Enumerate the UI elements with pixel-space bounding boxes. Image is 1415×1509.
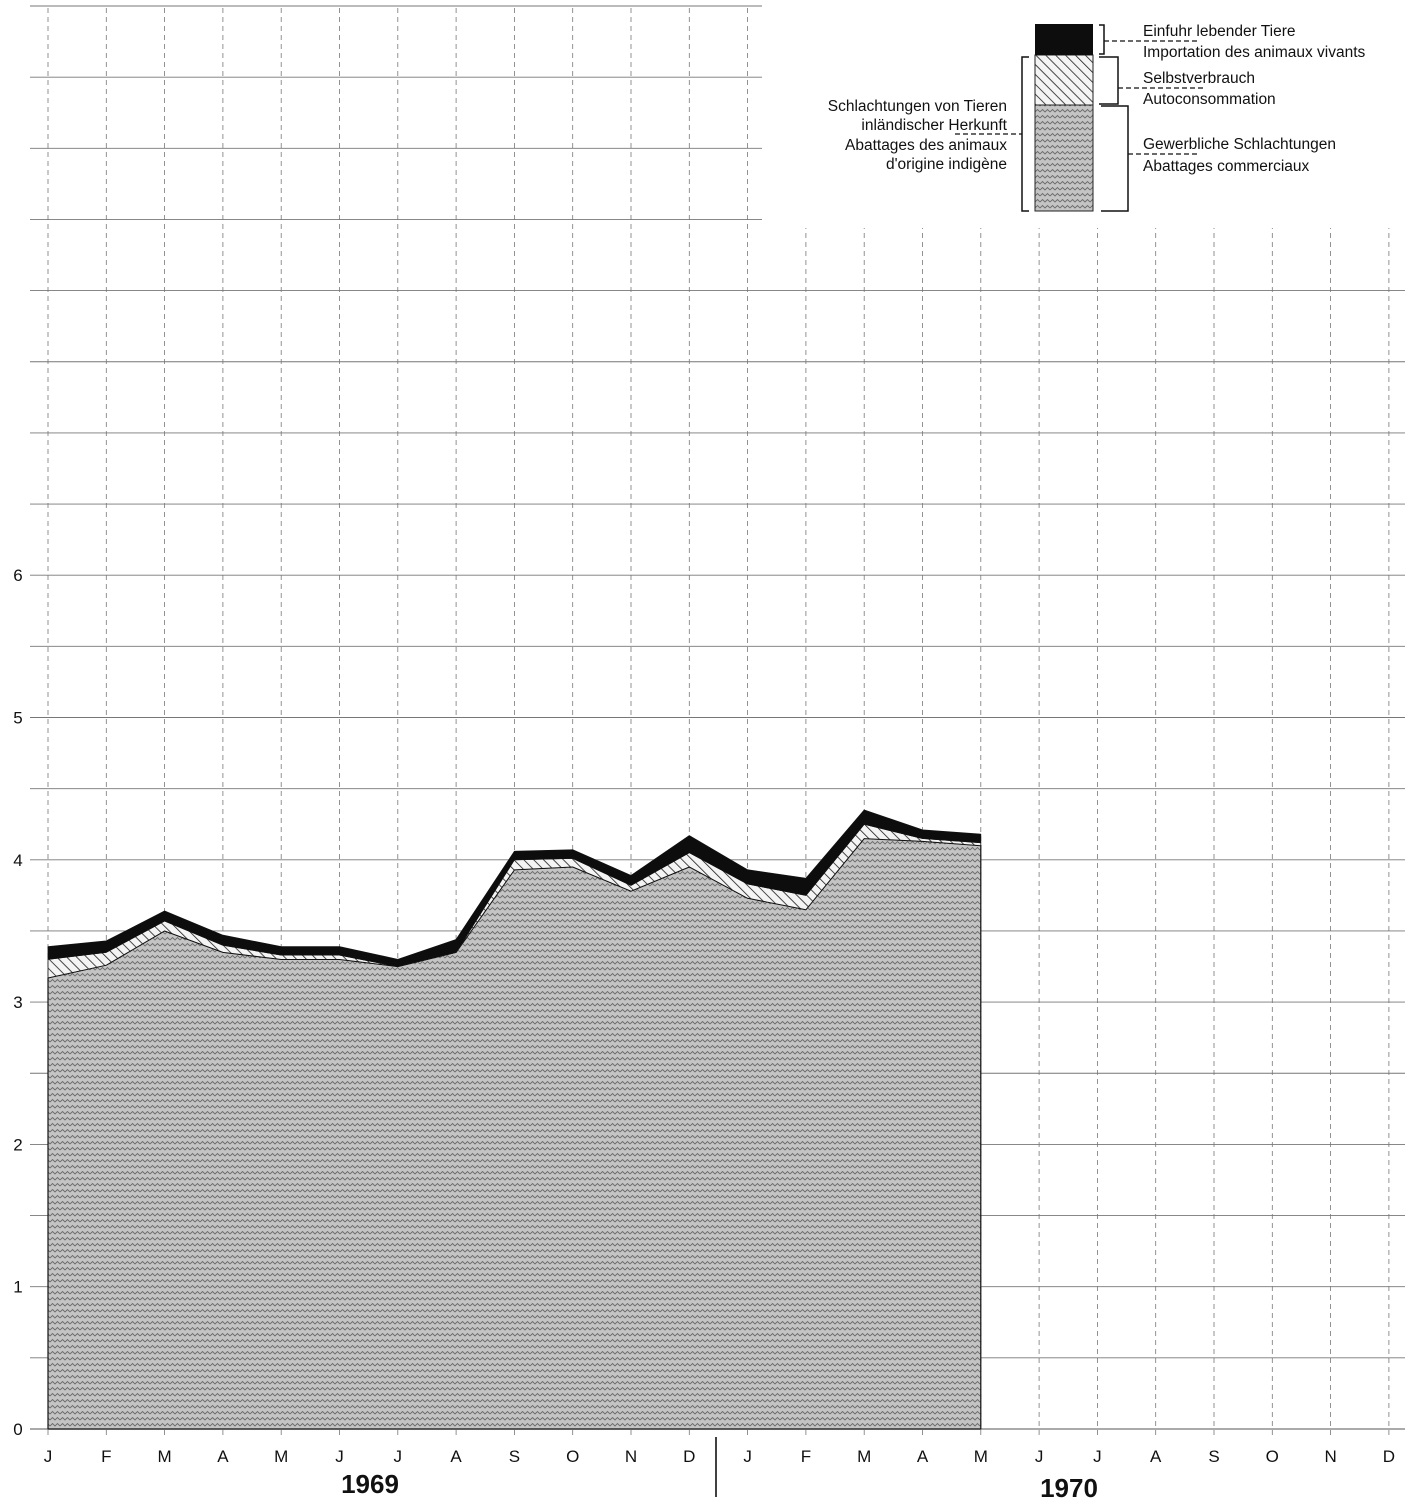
year-label-1970: 1970 <box>1040 1473 1098 1503</box>
x-tick-label: J <box>44 1447 53 1466</box>
legend-label-domestic-de-1: Schlachtungen von Tieren <box>828 98 1007 115</box>
legend: Einfuhr lebender Tiere Importation des a… <box>762 0 1415 228</box>
x-tick-label: S <box>1208 1447 1219 1466</box>
legend-swatch-self-consumption <box>1034 54 1094 106</box>
legend-label-commercial-fr: Abattages commerciaux <box>1143 158 1310 175</box>
legend-label-domestic-fr-1: Abattages des animaux <box>845 137 1007 154</box>
x-tick-label: J <box>394 1447 403 1466</box>
legend-swatch-import <box>1035 24 1093 55</box>
x-tick-label: N <box>1324 1447 1336 1466</box>
y-tick-label: 1 <box>13 1278 22 1297</box>
legend-label-domestic-de-2: inländischer Herkunft <box>861 117 1007 134</box>
legend-label-import-fr: Importation des animaux vivants <box>1143 44 1366 61</box>
legend-bracket-import <box>1099 24 1105 55</box>
legend-bracket-commercial <box>1101 105 1129 212</box>
y-tick-label: 4 <box>13 851 22 870</box>
legend-bracket-self <box>1099 56 1119 105</box>
x-tick-label: F <box>801 1447 811 1466</box>
x-tick-label: S <box>509 1447 520 1466</box>
x-tick-label: M <box>857 1447 871 1466</box>
x-tick-label: O <box>566 1447 579 1466</box>
area-live-animal-import <box>47 809 982 967</box>
x-tick-label: D <box>1383 1447 1395 1466</box>
x-tick-label: N <box>625 1447 637 1466</box>
data-areas <box>47 809 982 1430</box>
y-tick-label: 3 <box>13 993 22 1012</box>
x-tick-label: J <box>743 1447 752 1466</box>
x-tick-label: A <box>450 1447 462 1466</box>
axis-labels: 1969 1970 0 1 2 3 4 5 6 J F M A M J J A S O N D J F M A M J J A S O N… <box>13 566 1395 1503</box>
y-tick-label: 0 <box>13 1420 22 1439</box>
x-tick-label: J <box>335 1447 344 1466</box>
x-tick-label: D <box>683 1447 695 1466</box>
x-tick-label: A <box>917 1447 929 1466</box>
x-tick-label: A <box>1150 1447 1162 1466</box>
legend-label-import-de: Einfuhr lebender Tiere <box>1143 23 1296 40</box>
x-tick-label: F <box>101 1447 111 1466</box>
x-tick-label: O <box>1266 1447 1279 1466</box>
year-label-1969: 1969 <box>341 1469 399 1499</box>
y-tick-label: 5 <box>13 709 22 728</box>
legend-swatch-commercial <box>1034 104 1094 212</box>
y-tick-label: 2 <box>13 1135 22 1154</box>
y-tick-label: 6 <box>13 566 22 585</box>
legend-label-self-fr: Autoconsommation <box>1143 91 1276 108</box>
x-tick-label: M <box>974 1447 988 1466</box>
x-tick-label: J <box>1093 1447 1102 1466</box>
x-tick-label: A <box>217 1447 229 1466</box>
x-tick-label: J <box>1035 1447 1044 1466</box>
legend-label-self-de: Selbstverbrauch <box>1143 70 1255 87</box>
legend-label-commercial-de: Gewerbliche Schlachtungen <box>1143 136 1336 153</box>
x-tick-label: M <box>274 1447 288 1466</box>
legend-label-domestic-fr-2: d'origine indigène <box>886 156 1007 173</box>
x-tick-label: M <box>158 1447 172 1466</box>
